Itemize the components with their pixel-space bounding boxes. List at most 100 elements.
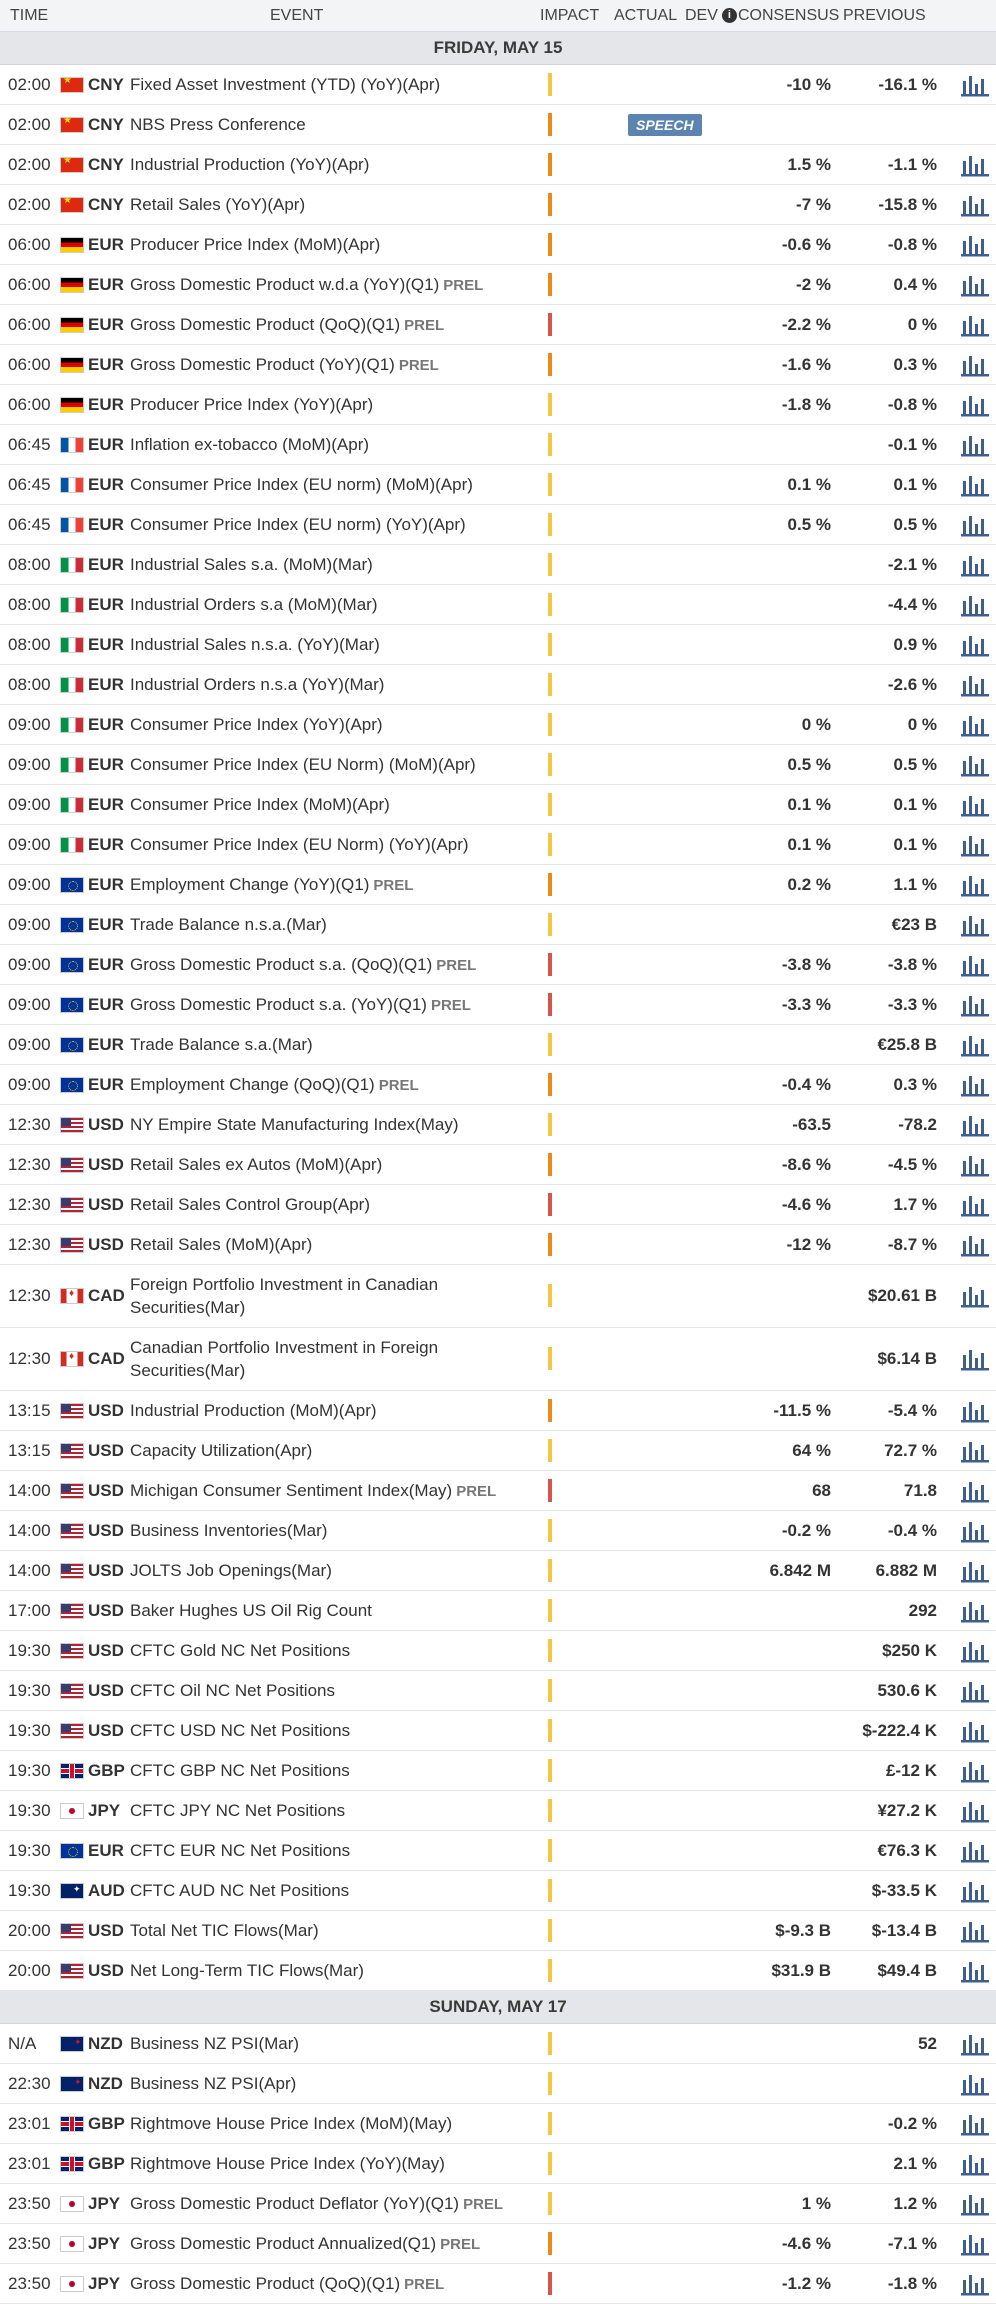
chart-button[interactable] (951, 833, 996, 857)
chart-button[interactable] (951, 1959, 996, 1983)
table-row[interactable]: 19:30 AUD CFTC AUD NC Net Positions $-33.5 … (0, 1871, 996, 1911)
header-actual[interactable]: ACTUAL (614, 6, 678, 24)
chart-button[interactable] (951, 953, 996, 977)
chart-button[interactable] (951, 1679, 996, 1703)
table-row[interactable]: 19:30 JPY CFTC JPY NC Net Positions ¥27.2 K (0, 1791, 996, 1831)
table-row[interactable]: 02:00 CNY Retail Sales (YoY)(Apr) -7 % -15.8… (0, 185, 996, 225)
chart-button[interactable] (951, 1347, 996, 1371)
chart-button[interactable] (951, 1439, 996, 1463)
table-row[interactable]: 12:30 USD Retail Sales Control Group(Apr) -… (0, 1185, 996, 1225)
event-name[interactable]: Gross Domestic Product Deflator (YoY)(Q1… (130, 2193, 460, 2213)
chart-button[interactable] (951, 233, 996, 257)
table-row[interactable]: 12:30 USD Retail Sales (MoM)(Apr) -12 % -8.7… (0, 1225, 996, 1265)
chart-button[interactable] (951, 273, 996, 297)
event-name-cell[interactable]: Gross Domestic Product (QoQ)(Q1) PREL (130, 2272, 548, 2296)
event-name[interactable]: Consumer Price Index (EU Norm) (YoY)(Apr… (130, 835, 469, 854)
event-name-cell[interactable]: Industrial Orders s.a (MoM)(Mar) (130, 593, 548, 616)
event-name-cell[interactable]: Employment Change (YoY)(Q1) PREL (130, 873, 548, 897)
table-row[interactable]: 19:30 USD CFTC USD NC Net Positions $-222.4… (0, 1711, 996, 1751)
event-name[interactable]: Trade Balance n.s.a.(Mar) (130, 915, 327, 934)
table-row[interactable]: 20:00 USD Total Net TIC Flows(Mar) $-9.3 B $… (0, 1911, 996, 1951)
table-row[interactable]: 06:00 EUR Gross Domestic Product w.d.a (Yo… (0, 265, 996, 305)
event-name-cell[interactable]: Gross Domestic Product s.a. (YoY)(Q1) PRE… (130, 993, 548, 1017)
chart-button[interactable] (951, 1399, 996, 1423)
event-name[interactable]: Industrial Production (YoY)(Apr) (130, 155, 370, 174)
header-consensus[interactable]: CONSENSUS (738, 6, 840, 24)
chart-button[interactable] (951, 1559, 996, 1583)
event-name[interactable]: Michigan Consumer Sentiment Index(May) (130, 1480, 453, 1500)
table-row[interactable]: 08:00 EUR Industrial Sales s.a. (MoM)(Mar)… (0, 545, 996, 585)
event-name[interactable]: CFTC GBP NC Net Positions (130, 1761, 350, 1780)
event-name[interactable]: CFTC USD NC Net Positions (130, 1721, 351, 1740)
event-name-cell[interactable]: Gross Domestic Product (QoQ)(Q1) PREL (130, 313, 548, 337)
table-row[interactable]: 06:45 EUR Consumer Price Index (EU norm) (… (0, 505, 996, 545)
event-name-cell[interactable]: Retail Sales (YoY)(Apr) (130, 193, 548, 216)
event-name[interactable]: Employment Change (QoQ)(Q1) (130, 1074, 375, 1094)
event-name-cell[interactable]: Baker Hughes US Oil Rig Count (130, 1599, 548, 1622)
event-name[interactable]: Trade Balance s.a.(Mar) (130, 1035, 313, 1054)
event-name-cell[interactable]: Employment Change (QoQ)(Q1) PREL (130, 1073, 548, 1097)
speech-badge[interactable]: SPEECH (628, 113, 702, 136)
chart-button[interactable] (951, 1759, 996, 1783)
event-name[interactable]: Retail Sales Control Group(Apr) (130, 1195, 370, 1214)
table-row[interactable]: 23:50 JPY Gross Domestic Product Deflator … (0, 2184, 996, 2224)
table-row[interactable]: 09:00 EUR Gross Domestic Product s.a. (YoY… (0, 985, 996, 1025)
event-name-cell[interactable]: Gross Domestic Product Annualized(Q1) PRE… (130, 2232, 548, 2256)
chart-button[interactable] (951, 353, 996, 377)
table-row[interactable]: 09:00 EUR Trade Balance n.s.a.(Mar) €23 B (0, 905, 996, 945)
chart-button[interactable] (951, 1919, 996, 1943)
chart-button[interactable] (951, 1284, 996, 1308)
event-name-cell[interactable]: NBS Press Conference (130, 113, 548, 136)
table-row[interactable]: 06:45 EUR Consumer Price Index (EU norm) (… (0, 465, 996, 505)
chart-button[interactable] (951, 1799, 996, 1823)
event-name-cell[interactable]: Retail Sales Control Group(Apr) (130, 1193, 548, 1216)
event-name-cell[interactable]: Trade Balance n.s.a.(Mar) (130, 913, 548, 936)
chart-button[interactable] (951, 313, 996, 337)
chart-button[interactable] (951, 633, 996, 657)
table-row[interactable]: 22:30 NZD Business NZ PSI(Apr) (0, 2064, 996, 2104)
event-name-cell[interactable]: CFTC AUD NC Net Positions (130, 1879, 548, 1902)
event-name-cell[interactable]: Michigan Consumer Sentiment Index(May) PR… (130, 1479, 548, 1503)
event-name-cell[interactable]: CFTC GBP NC Net Positions (130, 1759, 548, 1782)
chart-button[interactable] (951, 73, 996, 97)
event-name[interactable]: Net Long-Term TIC Flows(Mar) (130, 1961, 364, 1980)
table-row[interactable]: 06:00 EUR Gross Domestic Product (YoY)(Q1)… (0, 345, 996, 385)
event-name-cell[interactable]: Industrial Sales s.a. (MoM)(Mar) (130, 553, 548, 576)
event-name-cell[interactable]: Business NZ PSI(Mar) (130, 2032, 548, 2055)
chart-button[interactable] (951, 393, 996, 417)
event-name-cell[interactable]: Producer Price Index (MoM)(Apr) (130, 233, 548, 256)
table-row[interactable]: 08:00 EUR Industrial Orders n.s.a (YoY)(Ma… (0, 665, 996, 705)
event-name-cell[interactable]: Producer Price Index (YoY)(Apr) (130, 393, 548, 416)
table-row[interactable]: 06:00 EUR Producer Price Index (YoY)(Apr) -… (0, 385, 996, 425)
chart-button[interactable] (951, 793, 996, 817)
event-name[interactable]: CFTC JPY NC Net Positions (130, 1801, 346, 1820)
event-name-cell[interactable]: CFTC EUR NC Net Positions (130, 1839, 548, 1862)
table-row[interactable]: 08:00 EUR Industrial Orders s.a (MoM)(Mar)… (0, 585, 996, 625)
chart-button[interactable] (951, 153, 996, 177)
event-name[interactable]: Employment Change (YoY)(Q1) (130, 874, 370, 894)
event-name-cell[interactable]: Retail Sales (MoM)(Apr) (130, 1233, 548, 1256)
event-name[interactable]: Fixed Asset Investment (YTD) (YoY)(Apr) (130, 75, 441, 94)
event-name[interactable]: Gross Domestic Product (YoY)(Q1) (130, 354, 395, 374)
table-row[interactable]: 09:00 EUR Employment Change (QoQ)(Q1) PREL -… (0, 1065, 996, 1105)
table-row[interactable]: 23:50 JPY Gross Domestic Product (QoQ)(Q1)… (0, 2264, 996, 2304)
event-name[interactable]: Retail Sales (MoM)(Apr) (130, 1235, 313, 1254)
table-row[interactable]: 09:00 EUR Consumer Price Index (EU Norm) (… (0, 745, 996, 785)
event-name-cell[interactable]: Industrial Orders n.s.a (YoY)(Mar) (130, 673, 548, 696)
event-name-cell[interactable]: Industrial Production (MoM)(Apr) (130, 1399, 548, 1422)
event-name[interactable]: CFTC Oil NC Net Positions (130, 1681, 335, 1700)
info-icon[interactable]: i (721, 8, 737, 23)
table-row[interactable]: 09:00 EUR Employment Change (YoY)(Q1) PREL 0… (0, 865, 996, 905)
chart-button[interactable] (951, 2152, 996, 2176)
event-name[interactable]: Consumer Price Index (EU norm) (YoY)(Apr… (130, 515, 466, 534)
table-row[interactable]: 08:00 EUR Industrial Sales n.s.a. (YoY)(Ma… (0, 625, 996, 665)
chart-button[interactable] (951, 2072, 996, 2096)
event-name-cell[interactable]: Business NZ PSI(Apr) (130, 2072, 548, 2095)
event-name-cell[interactable]: Trade Balance s.a.(Mar) (130, 1033, 548, 1056)
table-row[interactable]: 06:00 EUR Gross Domestic Product (QoQ)(Q1)… (0, 305, 996, 345)
chart-button[interactable] (951, 433, 996, 457)
event-name-cell[interactable]: Consumer Price Index (EU norm) (MoM)(Apr… (130, 473, 548, 496)
event-name[interactable]: Producer Price Index (YoY)(Apr) (130, 395, 374, 414)
table-row[interactable]: 23:50 JPY Gross Domestic Product Annualize… (0, 2224, 996, 2264)
event-name[interactable]: Retail Sales (YoY)(Apr) (130, 195, 306, 214)
